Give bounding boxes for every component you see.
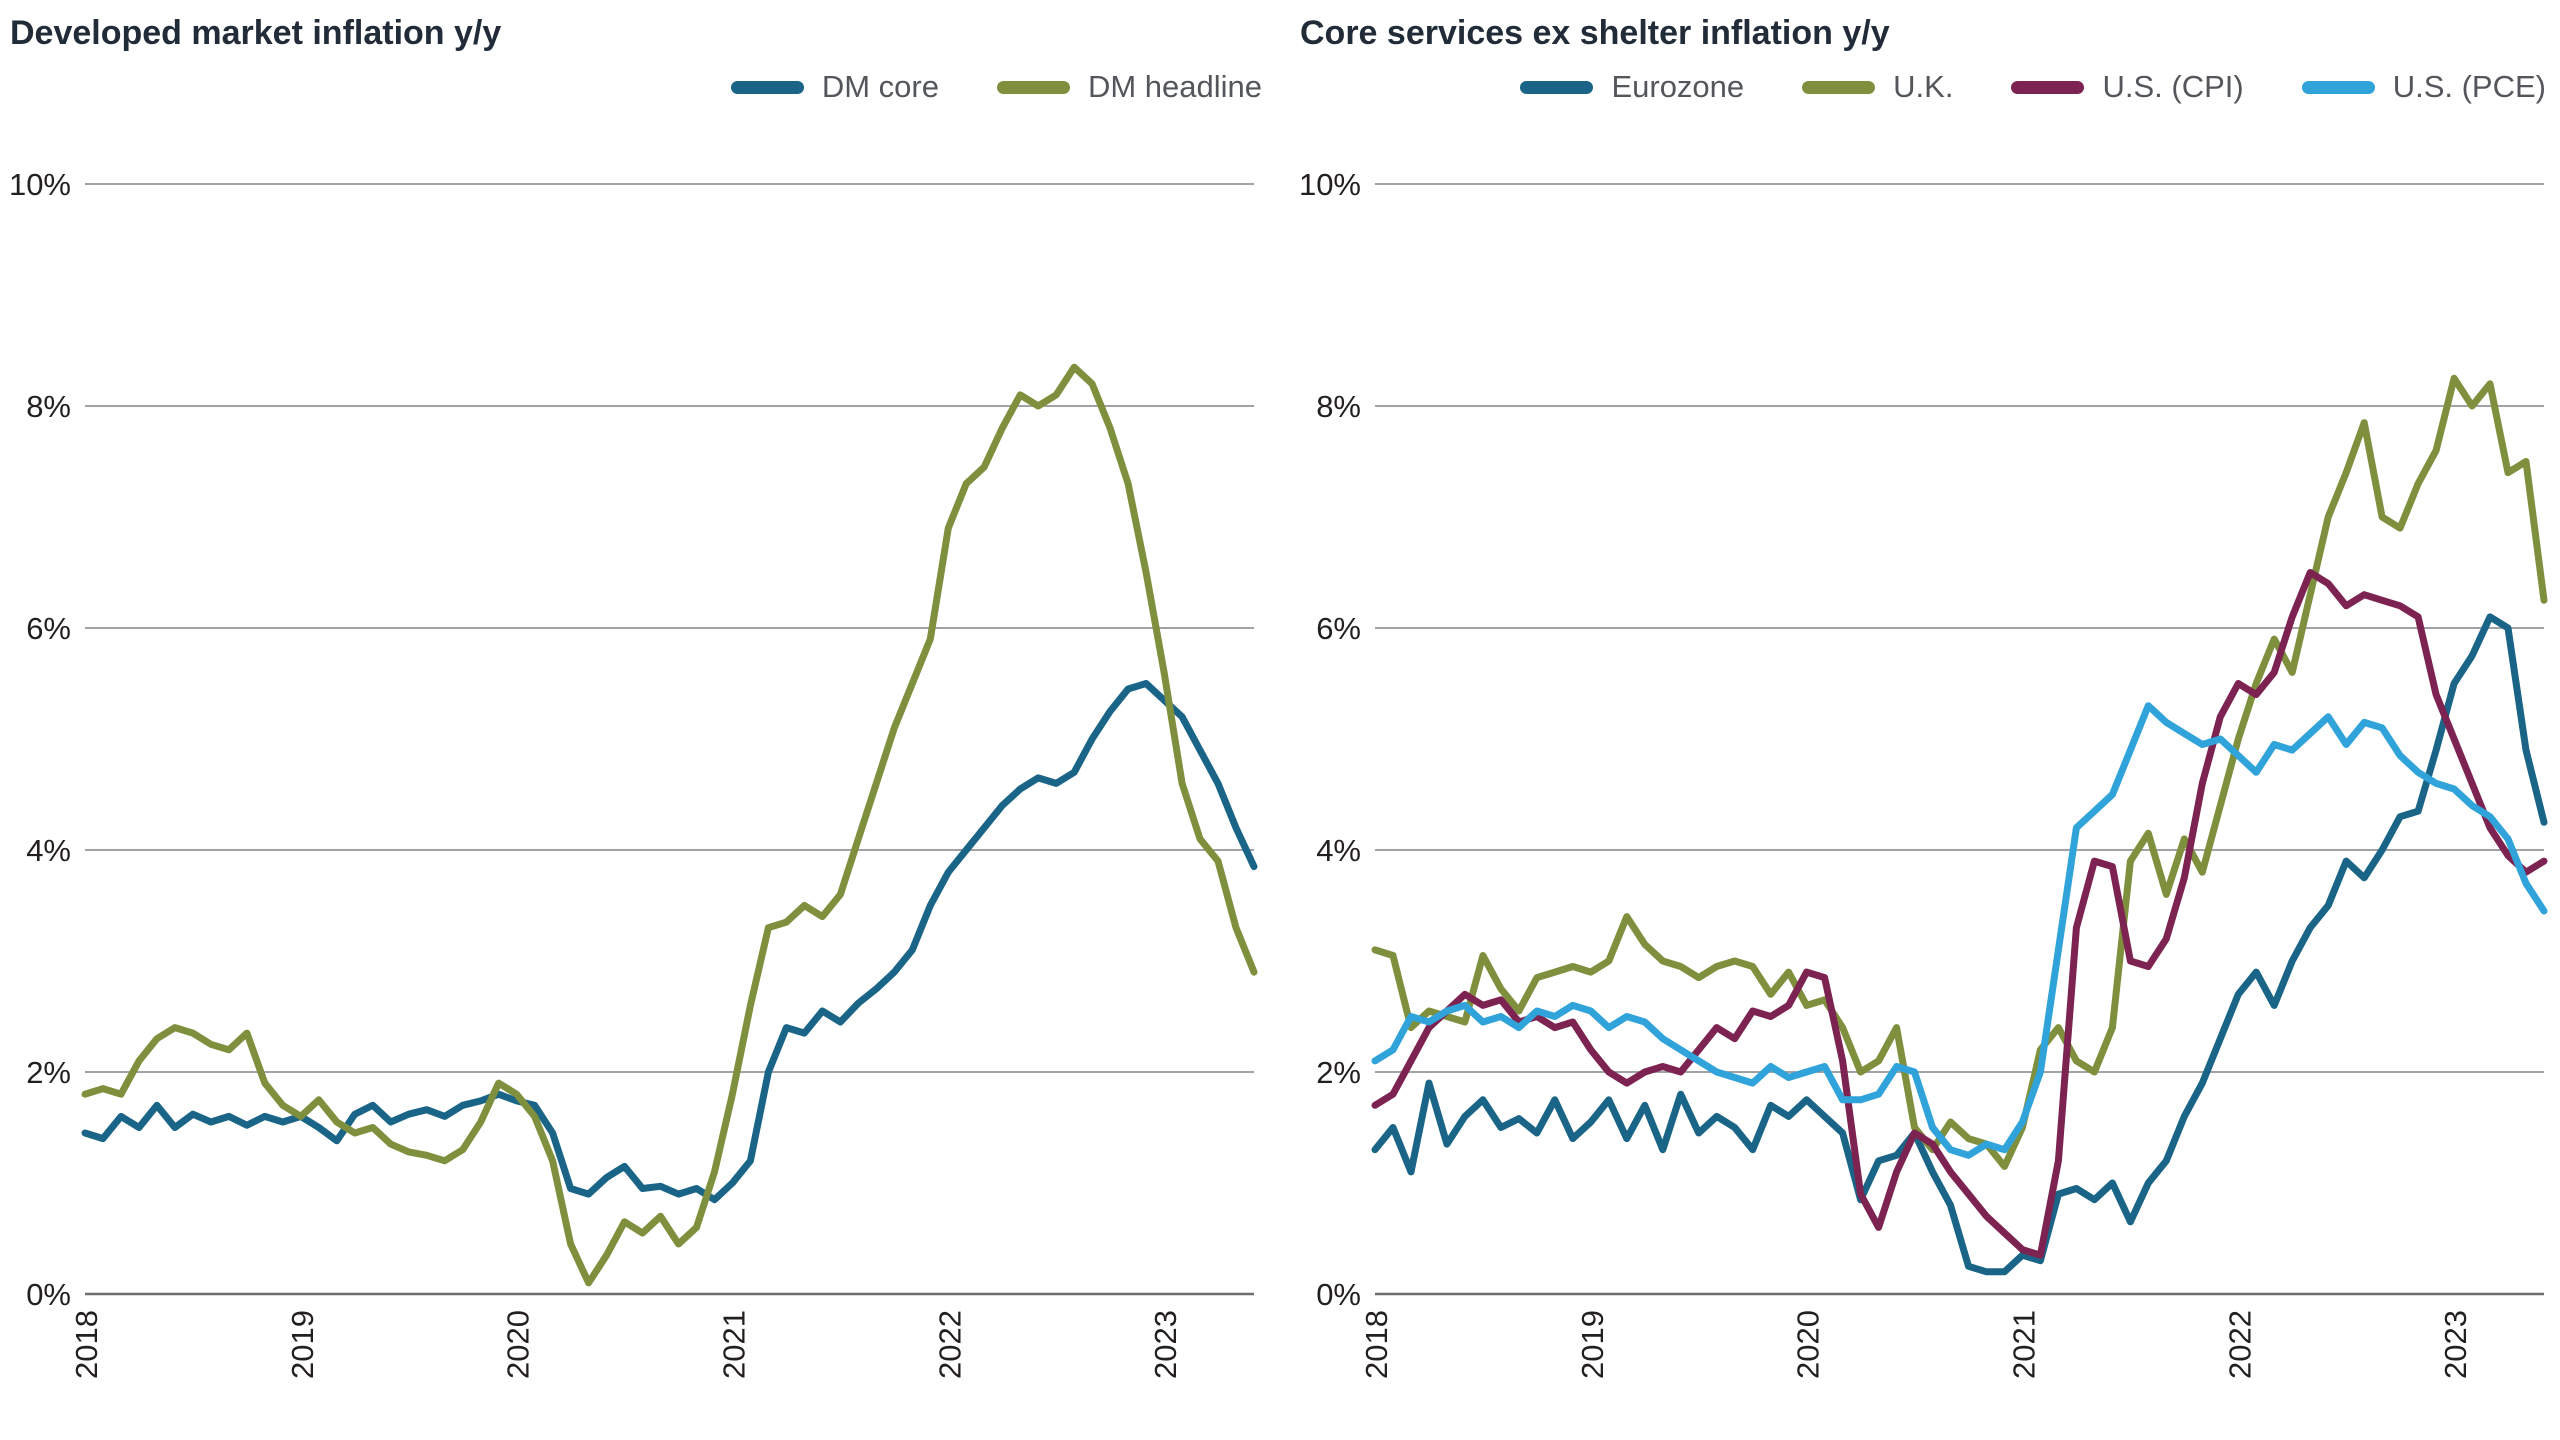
y-tick-label-4: 4% <box>26 833 71 868</box>
y-tick-label-0: 0% <box>26 1277 71 1312</box>
x-tick-label-2019: 2019 <box>285 1310 320 1379</box>
x-tick-label-2022: 2022 <box>932 1310 967 1379</box>
y-tick-label-0: 0% <box>1316 1277 1361 1312</box>
y-tick-label-2: 2% <box>1316 1055 1361 1090</box>
legend-swatch-u-s-pce <box>2301 80 2375 94</box>
series-line-u-s-cpi <box>1371 569 2548 1259</box>
series-line-u-s-pce <box>1371 702 2548 1159</box>
legend-label-u-s-pce: U.S. (PCE) <box>2392 69 2546 104</box>
series-line-eurozone <box>1371 613 2548 1276</box>
chart-core-services-ex-shelter: Core services ex shelter inflation y/y E… <box>1300 8 2556 1394</box>
legend-swatch-dm-headline <box>996 80 1070 94</box>
legend-item-eurozone: Eurozone <box>1520 69 1744 105</box>
legend-label-u-k: U.K. <box>1893 69 1954 104</box>
series-line-dm-headline <box>81 363 1258 1287</box>
y-tick-label-4: 4% <box>1316 833 1361 868</box>
y-tick-label-10: 10% <box>1300 167 1361 202</box>
y-tick-label-8: 8% <box>1316 389 1361 424</box>
x-tick-label-2018: 2018 <box>69 1310 104 1379</box>
x-tick-label-2020: 2020 <box>501 1310 536 1379</box>
y-tick-label-8: 8% <box>26 389 71 424</box>
dm-inflation-line-plot: 10% 8% 6% 4% 2% 0%2018 2019 2020 2021 2022 2023 <box>10 167 1258 1379</box>
legend-swatch-eurozone <box>1520 80 1594 94</box>
core-services-line-plot: 10% 8% 6% 4% 2% 0%2018 2019 2020 2021 2022 2023 <box>1300 167 2548 1379</box>
x-tick-label-2023: 2023 <box>1148 1310 1183 1379</box>
legend-swatch-dm-core <box>730 80 804 94</box>
x-tick-label-2022: 2022 <box>2222 1310 2257 1379</box>
y-tick-label-6: 6% <box>1316 611 1361 646</box>
x-tick-label-2020: 2020 <box>1791 1310 1826 1379</box>
series-line-u-k <box>1371 374 2548 1170</box>
legend-item-u-s-pce: U.S. (PCE) <box>2301 69 2546 105</box>
legend-label-u-s-cpi: U.S. (CPI) <box>2102 69 2244 104</box>
x-tick-label-2018: 2018 <box>1359 1310 1394 1379</box>
y-tick-label-6: 6% <box>26 611 71 646</box>
legend-core-services: Eurozone U.K. U.S. (CPI) U.S. (PCE) <box>1300 66 2556 108</box>
legend-label-dm-core: DM core <box>821 69 939 104</box>
chart-dm-inflation: Developed market inflation y/y DM core DM… <box>10 8 1272 1394</box>
legend-swatch-u-k <box>1802 80 1876 94</box>
legend-item-dm-headline: DM headline <box>996 69 1262 105</box>
x-tick-label-2023: 2023 <box>2438 1310 2473 1379</box>
legend-dm-inflation: DM core DM headline <box>10 66 1272 108</box>
legend-item-u-s-cpi: U.S. (CPI) <box>2011 69 2244 105</box>
series-line-dm-core <box>81 680 1258 1204</box>
y-tick-label-2: 2% <box>26 1055 71 1090</box>
chart-title-dm-inflation: Developed market inflation y/y <box>10 14 502 52</box>
y-tick-label-10: 10% <box>10 167 71 202</box>
x-tick-label-2019: 2019 <box>1575 1310 1610 1379</box>
chart-title-core-services: Core services ex shelter inflation y/y <box>1300 14 1890 52</box>
legend-swatch-u-s-cpi <box>2011 80 2085 94</box>
x-tick-label-2021: 2021 <box>2006 1310 2041 1379</box>
legend-label-dm-headline: DM headline <box>1087 69 1262 104</box>
x-tick-label-2021: 2021 <box>716 1310 751 1379</box>
legend-label-eurozone: Eurozone <box>1611 69 1745 104</box>
legend-item-u-k: U.K. <box>1802 69 1953 105</box>
legend-item-dm-core: DM core <box>730 69 939 105</box>
